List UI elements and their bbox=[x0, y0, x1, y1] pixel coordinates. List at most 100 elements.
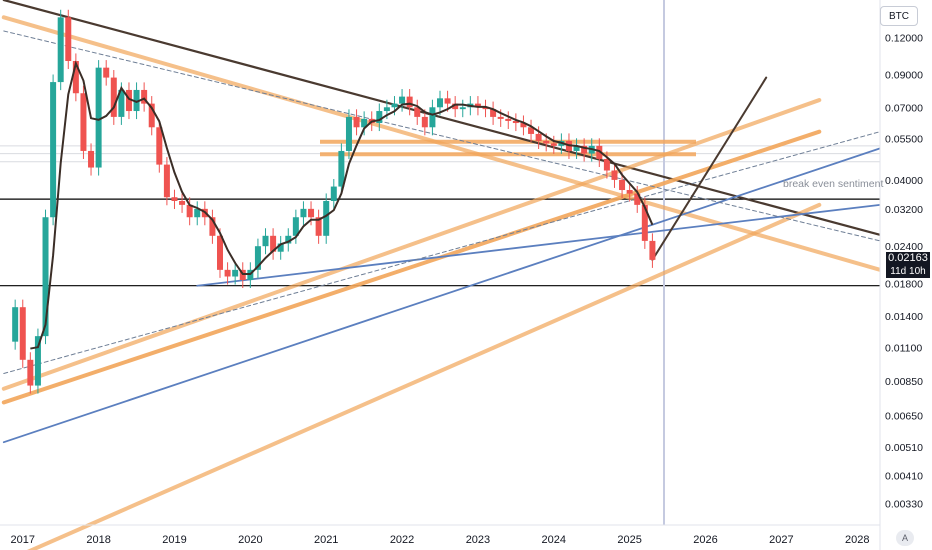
x-tick-label: 2021 bbox=[314, 534, 338, 546]
candle-body bbox=[619, 179, 626, 191]
candle-body bbox=[285, 235, 292, 244]
x-tick-label: 2018 bbox=[86, 534, 110, 546]
candle-body bbox=[550, 143, 557, 146]
candle-body bbox=[209, 217, 216, 236]
candle-body bbox=[634, 193, 641, 205]
x-tick-label: 2022 bbox=[390, 534, 414, 546]
candle-body bbox=[581, 145, 588, 154]
candle-body bbox=[72, 60, 79, 94]
candle-body bbox=[406, 96, 413, 108]
candle-body bbox=[505, 118, 512, 121]
trendline bbox=[1, 15, 882, 272]
candle-body bbox=[133, 89, 140, 112]
candle-body bbox=[224, 269, 231, 277]
resistance-band bbox=[320, 139, 696, 144]
candle-body bbox=[345, 116, 352, 151]
candle-body bbox=[50, 82, 57, 218]
candle-body bbox=[88, 150, 95, 168]
auto-scale-button[interactable]: A bbox=[896, 530, 914, 546]
trendline bbox=[26, 202, 822, 550]
x-tick-label: 2026 bbox=[693, 534, 717, 546]
candle-body bbox=[490, 109, 497, 117]
candle-body bbox=[391, 103, 398, 108]
x-tick-label: 2025 bbox=[617, 534, 641, 546]
candle-body bbox=[110, 77, 117, 117]
symbol-badge-label: BTC bbox=[889, 10, 909, 22]
candle-body bbox=[34, 336, 41, 386]
candle-body bbox=[12, 307, 19, 342]
y-tick-label: 0.09000 bbox=[885, 70, 923, 82]
candle-body bbox=[277, 243, 284, 252]
trendline bbox=[2, 147, 881, 444]
y-tick-label: 0.01400 bbox=[885, 311, 923, 323]
y-tick-label: 0.00850 bbox=[885, 376, 923, 388]
candle-body bbox=[57, 17, 64, 83]
candle-body bbox=[497, 116, 504, 119]
last-price-label: 0.02163 bbox=[888, 252, 928, 264]
x-tick-label: 2028 bbox=[845, 534, 869, 546]
y-tick-label: 0.04000 bbox=[885, 175, 923, 187]
candle-body bbox=[270, 235, 277, 252]
candle-body bbox=[520, 123, 527, 128]
candle-body bbox=[27, 359, 34, 386]
y-tick-label: 0.12000 bbox=[885, 32, 923, 44]
candle-body bbox=[641, 204, 648, 241]
candle-body bbox=[80, 93, 87, 151]
candle-body bbox=[353, 116, 360, 128]
candle-body bbox=[42, 217, 49, 337]
candle-body bbox=[292, 217, 299, 236]
candle-body bbox=[528, 127, 535, 134]
x-tick-label: 2023 bbox=[466, 534, 490, 546]
trendline bbox=[651, 76, 768, 261]
trendline bbox=[2, 0, 882, 236]
candle-body bbox=[414, 107, 421, 117]
trendline bbox=[196, 203, 881, 287]
price-layer bbox=[12, 9, 656, 394]
candle-body bbox=[308, 208, 315, 218]
candle-body bbox=[459, 107, 466, 110]
candle-body bbox=[141, 89, 148, 104]
trendline bbox=[3, 30, 881, 242]
candle-body bbox=[103, 67, 110, 78]
candle-body bbox=[232, 269, 239, 277]
candle-body bbox=[148, 103, 155, 128]
candle-body bbox=[611, 170, 618, 180]
y-tick-label: 0.00410 bbox=[885, 471, 923, 483]
x-tick-label: 2024 bbox=[542, 534, 566, 546]
countdown-label: 11d 10h bbox=[890, 266, 926, 277]
candle-body bbox=[361, 118, 368, 128]
candle-body bbox=[573, 145, 580, 151]
candle-body bbox=[254, 246, 261, 270]
candle-body bbox=[535, 133, 542, 141]
candle-body bbox=[315, 217, 322, 236]
candle-body bbox=[383, 107, 390, 112]
y-tick-label: 0.01100 bbox=[885, 342, 922, 354]
candle-body bbox=[603, 158, 610, 171]
trendlines-layer bbox=[0, 0, 882, 550]
candle-body bbox=[474, 103, 481, 108]
x-tick-label: 2027 bbox=[769, 534, 793, 546]
y-tick-label: 0.07000 bbox=[885, 102, 923, 114]
candle-body bbox=[300, 208, 307, 218]
candle-body bbox=[65, 17, 72, 61]
break-even-annotation[interactable]: break even sentiment bbox=[783, 178, 884, 190]
resistance-band bbox=[320, 152, 696, 157]
trendline bbox=[3, 131, 881, 374]
trendline bbox=[1, 98, 822, 391]
candle-body bbox=[186, 204, 193, 218]
y-tick-label: 0.00650 bbox=[885, 411, 923, 423]
candle-body bbox=[626, 190, 633, 194]
symbol-badge[interactable]: BTC bbox=[880, 6, 918, 26]
candle-body bbox=[376, 111, 383, 124]
trendline bbox=[1, 129, 822, 405]
candle-body bbox=[95, 67, 102, 168]
candle-body bbox=[179, 200, 186, 205]
candle-body bbox=[399, 96, 406, 104]
y-tick-label: 0.03200 bbox=[885, 204, 923, 216]
candle-body bbox=[171, 197, 178, 201]
y-tick-label: 0.01800 bbox=[885, 279, 923, 291]
candle-body bbox=[217, 235, 223, 270]
candle-body bbox=[543, 140, 550, 144]
